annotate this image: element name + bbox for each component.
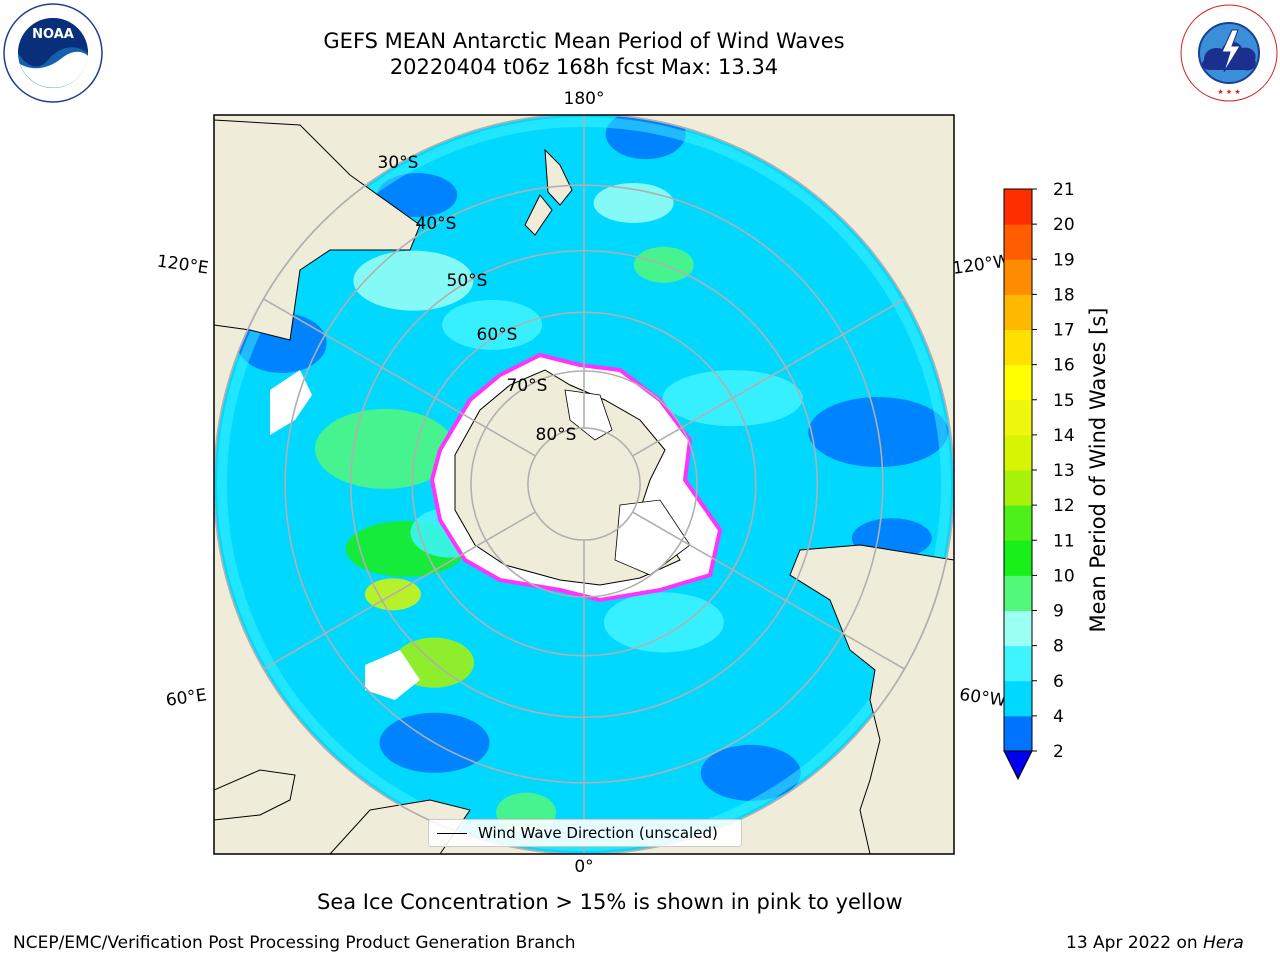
colorbar-segment-14 [1004,399,1032,436]
longitude-label: 120°E [156,252,210,279]
svg-text:★ ★ ★: ★ ★ ★ [1217,88,1240,96]
legend-line-symbol [437,833,467,834]
south-america-landmass [789,544,954,854]
colorbar-segment-9 [1004,575,1032,611]
map-legend: Wind Wave Direction (unscaled) [428,819,742,847]
colorbar-tick-label: 12 [1053,496,1075,516]
colorbar-segment-16 [1004,329,1032,366]
colorbar-tick-label: 18 [1053,285,1075,305]
footer-date-text: 13 Apr 2022 on [1066,933,1204,953]
longitude-label: 60°E [165,685,208,710]
longitude-label: 180° [564,89,605,109]
latitude-label: 50°S [447,271,488,291]
colorbar-tick-label: 19 [1053,250,1075,270]
colorbar-tick-label: 8 [1053,637,1064,657]
footer-host: Hera [1203,933,1244,953]
colorbar-segment-15 [1004,364,1032,401]
meridian-300 [632,511,905,670]
legend-label: Wind Wave Direction (unscaled) [478,824,718,842]
colorbar-segment-17 [1004,294,1032,330]
colorbar-tick-label: 10 [1053,566,1075,586]
colorbar-tick-label: 20 [1053,215,1075,235]
colorbar-tick-label: 6 [1053,672,1064,692]
colorbar-segment-12 [1004,470,1032,506]
colorbar-segment-20 [1004,189,1032,225]
latitude-label: 40°S [416,214,457,234]
masked-area [270,370,420,700]
colorbar-segment-11 [1004,505,1032,541]
wave-period-patch-0 [315,408,456,489]
wave-period-patch-17 [442,299,543,350]
colorbar-segment-18 [1004,259,1032,295]
latitude-label: 60°S [477,325,518,345]
colorbar-tick-label: 16 [1053,356,1075,376]
latitude-label: 80°S [536,425,577,445]
colorbar-segment-6 [1004,645,1032,682]
meridian-240 [632,298,905,457]
sea-ice-caption: Sea Ice Concentration > 15% is shown in … [317,890,903,914]
colorbar-tick-label: 13 [1053,461,1075,481]
colorbar-segment-10 [1004,540,1032,576]
new-zealand-landmass [524,148,573,236]
latitude-label: 30°S [378,153,419,173]
australia-landmass [214,119,421,341]
colorbar-segment-13 [1004,434,1032,471]
meridian-60 [263,511,536,670]
noaa-logo: NOAA [3,3,103,103]
colorbar-segment-4 [1004,680,1032,717]
map-frame [213,114,955,855]
wave-period-patch-4 [353,250,474,311]
colorbar-tick-label: 15 [1053,391,1075,411]
colorbar-segment-19 [1004,224,1032,260]
chart-subtitle: 20220404 t06z 168h fcst Max: 13.34 [389,55,779,79]
longitude-label: 60°W [958,685,1007,711]
ice-shelf [564,389,691,576]
colorbar-tick-label: 14 [1053,426,1075,446]
colorbar-tick-label: 9 [1053,602,1064,622]
colorbar-tick-label: 4 [1053,707,1064,727]
colorbar-segment-2 [1004,715,1032,752]
footer-date: 13 Apr 2022 on Hera [1066,933,1244,953]
longitude-label: 120°W [951,251,1011,279]
footer-branch: NCEP/EMC/Verification Post Processing Pr… [13,933,576,953]
southern-africa-landmass [214,769,296,821]
chart-title: GEFS MEAN Antarctic Mean Period of Wind … [323,29,845,53]
colorbar-tick-label: 21 [1053,180,1075,200]
wave-period-patch-11 [700,744,801,801]
wave-period-patch-16 [603,592,724,653]
colorbar-label: Mean Period of Wind Waves [s] [1086,308,1110,633]
longitude-label: 0° [574,857,593,877]
nws-logo: ★ ★ ★ [1180,4,1278,102]
latitude-label: 70°S [507,376,548,396]
colorbar-tick-label: 17 [1053,321,1075,341]
colorbar-segment-8 [1004,610,1032,647]
noaa-logo-text: NOAA [32,27,74,42]
colorbar-under-triangle [1003,750,1033,781]
wave-period-patch-13 [377,173,458,218]
colorbar-tick-label: 11 [1053,531,1075,551]
meridian-120 [263,298,536,457]
colorbar-tick-label: 2 [1053,742,1064,762]
